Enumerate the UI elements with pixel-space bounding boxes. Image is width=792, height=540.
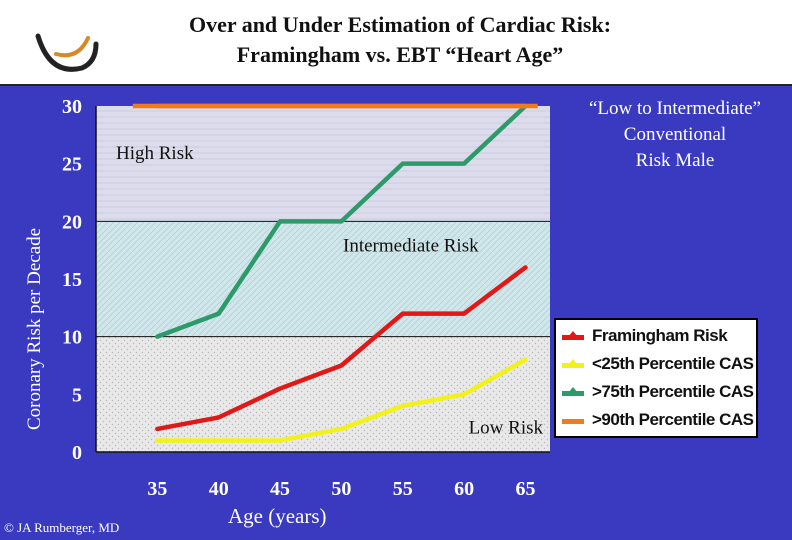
y-tick-label: 5 [72, 384, 82, 406]
y-tick-label: 15 [62, 269, 82, 291]
copyright-credit: © JA Rumberger, MD [4, 520, 120, 535]
zone-label-low-risk: Low Risk [469, 418, 544, 439]
legend-swatch-above-75th [562, 391, 584, 396]
x-tick-label: 45 [270, 478, 290, 500]
x-tick-label: 65 [515, 478, 535, 500]
legend-swatch-above-90th [562, 419, 584, 424]
legend-item-above-75th: >75th Percentile CAS [562, 380, 758, 406]
y-tick-label: 0 [72, 442, 82, 464]
legend-item-framingham: Framingham Risk [562, 324, 758, 350]
legend-swatch-below-25th [562, 363, 584, 368]
population-note-line-2: Conventional [623, 124, 727, 145]
x-tick-label: 40 [209, 478, 229, 500]
legend-label-framingham: Framingham Risk [592, 326, 728, 345]
legend-label-above-75th: >75th Percentile CAS [592, 382, 754, 401]
page-title: Over and Under Estimation of Cardiac Ris… [120, 10, 680, 70]
zone-label-intermediate-risk: Intermediate Risk [343, 235, 479, 256]
x-tick-label: 60 [454, 478, 474, 500]
x-tick-label: 50 [331, 478, 351, 500]
zone-high-risk [96, 106, 550, 222]
zone-label-high-risk: High Risk [116, 143, 194, 164]
series-line-75th-percentile-cas [155, 103, 528, 339]
logo-icon [35, 33, 99, 72]
y-tick-label: 10 [62, 327, 82, 349]
zone-intermediate-risk [96, 221, 550, 337]
y-tick-label: 20 [62, 211, 82, 233]
legend-item-below-25th: <25th Percentile CAS [562, 352, 758, 378]
population-note-line-3: Risk Male [635, 150, 715, 171]
series-line-25th-percentile-cas [155, 357, 528, 443]
title-line-2: Framingham vs. EBT “Heart Age” [236, 42, 564, 67]
legend-label-below-25th: <25th Percentile CAS [592, 354, 754, 373]
title-line-1: Over and Under Estimation of Cardiac Ris… [188, 12, 612, 37]
x-tick-label: 55 [393, 478, 413, 500]
population-note: “Low to Intermediate” Conventional Risk … [558, 96, 792, 174]
chart-legend: Framingham Risk <25th Percentile CAS >75… [554, 318, 758, 438]
legend-swatch-framingham [562, 335, 584, 340]
x-axis-title: Age (years) [228, 504, 327, 528]
y-tick-label: 25 [62, 154, 82, 176]
legend-item-above-90th: >90th Percentile CAS [562, 408, 758, 434]
y-tick-label: 30 [62, 96, 82, 118]
x-tick-label: 35 [147, 478, 167, 500]
series-line-framingham-risk [155, 265, 528, 432]
legend-label-above-90th: >90th Percentile CAS [592, 410, 754, 429]
header-banner: Over and Under Estimation of Cardiac Ris… [0, 0, 792, 86]
y-axis-title: Coronary Risk per Decade [24, 227, 45, 430]
population-note-line-1: “Low to Intermediate” [589, 98, 761, 119]
